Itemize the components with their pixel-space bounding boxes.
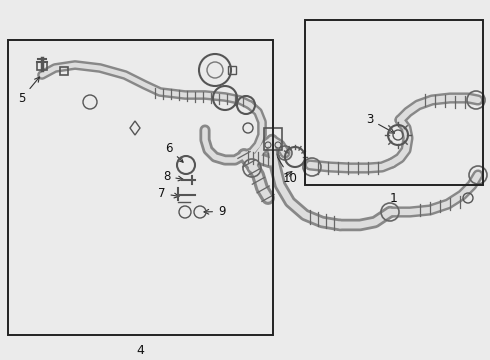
Text: 4: 4 [136,344,144,357]
Bar [8,40,273,335]
Bar [60,67,68,75]
Bar [264,128,282,150]
Text: 3: 3 [366,113,394,133]
Text: 10: 10 [275,153,298,185]
Text: 8: 8 [163,170,183,183]
Text: 6: 6 [165,142,183,162]
Text: 7: 7 [158,187,179,200]
Text: 1: 1 [390,192,398,205]
Bar [305,20,483,185]
Text: 9: 9 [204,205,225,218]
Text: 2: 2 [273,171,292,190]
Text: 5: 5 [18,77,39,105]
Bar [228,66,236,74]
